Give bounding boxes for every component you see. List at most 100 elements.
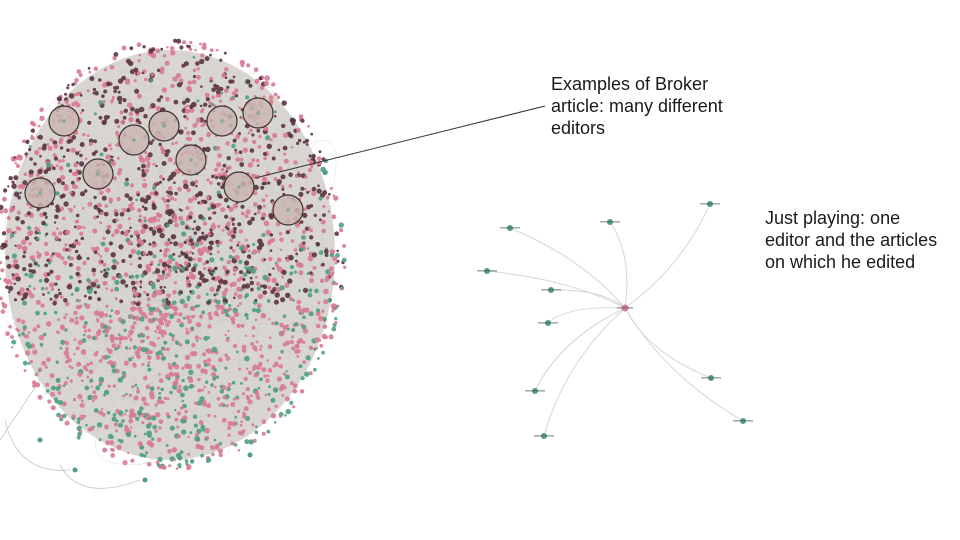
editor-node: [276, 266, 283, 272]
article-node: [53, 310, 58, 315]
network-edge: [52, 109, 189, 446]
editor-node: [69, 379, 73, 383]
editor-node: [240, 204, 245, 209]
editor-node: [157, 289, 163, 296]
editor-node: [317, 301, 321, 305]
editor-node: [42, 293, 45, 296]
editor-node: [189, 238, 193, 243]
editor-node: [216, 182, 221, 186]
article-node: [338, 222, 344, 228]
network-edge: [232, 309, 309, 347]
article-node: [55, 360, 59, 364]
network-edge: [86, 256, 209, 269]
editor-node: [207, 268, 211, 272]
editor-node: [233, 292, 238, 296]
editor-node: [146, 164, 150, 169]
article-node: [28, 284, 32, 288]
article-node: [314, 288, 319, 294]
editor-node: [311, 191, 317, 196]
editor-node: [262, 152, 267, 156]
network-edge: [132, 241, 332, 266]
editor-node: [334, 320, 338, 325]
editor-node: [166, 199, 170, 203]
editor-node: [55, 330, 59, 333]
article-node: [216, 375, 220, 379]
editor-node: [237, 449, 241, 452]
editor-node: [24, 236, 30, 241]
editor-node: [148, 251, 153, 256]
editor-node: [2, 196, 7, 202]
editor-node: [224, 333, 227, 337]
article-node: [245, 95, 250, 100]
editor-node: [260, 185, 265, 190]
editor-node: [289, 339, 294, 345]
editor-node: [14, 263, 20, 270]
editor-node: [152, 162, 156, 166]
editor-node: [319, 278, 325, 283]
editor-node: [29, 120, 35, 126]
editor-node: [24, 350, 31, 356]
article-node: [322, 169, 328, 175]
editor-node: [28, 242, 32, 246]
editor-node: [225, 338, 230, 342]
article-node: [213, 438, 217, 442]
editor-node: [296, 299, 302, 305]
article-node: [98, 376, 105, 383]
editor-node: [105, 304, 109, 308]
editor-node: [178, 343, 183, 347]
editor-node: [72, 398, 77, 402]
editor-node: [102, 447, 108, 453]
editor-node: [196, 363, 202, 369]
article-node: [282, 314, 287, 319]
editor-node: [284, 396, 290, 402]
editor-node: [243, 406, 249, 412]
editor-node: [10, 346, 14, 349]
editor-node: [312, 265, 317, 270]
editor-node: [220, 167, 225, 172]
editor-node: [219, 304, 225, 311]
editor-node: [172, 290, 177, 295]
editor-node: [25, 139, 30, 144]
network-edge: [96, 161, 134, 282]
editor-node: [69, 317, 75, 323]
article-node: [60, 339, 66, 345]
editor-node: [137, 59, 141, 63]
editor-node: [93, 290, 97, 294]
editor-node: [51, 252, 55, 256]
editor-node: [128, 418, 134, 424]
editor-node: [174, 191, 178, 196]
editor-node: [231, 248, 236, 253]
network-edge: [55, 132, 150, 396]
article-node: [248, 439, 254, 445]
editor-node: [141, 71, 145, 75]
editor-node: [114, 118, 120, 124]
article-node: [294, 322, 299, 327]
article-node: [216, 190, 221, 195]
editor-node: [233, 230, 237, 234]
editor-node: [34, 236, 37, 240]
article-node: [125, 409, 128, 413]
editor-node: [216, 224, 221, 229]
editor-node: [216, 275, 221, 281]
network-edge: [65, 229, 137, 368]
article-node: [74, 286, 80, 292]
editor-node: [265, 378, 270, 383]
editor-node: [28, 169, 34, 175]
editor-node: [304, 175, 308, 179]
editor-node: [78, 91, 82, 95]
editor-node: [25, 155, 28, 158]
editor-node: [307, 226, 311, 229]
article-node: [196, 99, 200, 103]
editor-node: [184, 126, 188, 130]
article-node: [145, 423, 151, 429]
editor-node: [74, 320, 80, 325]
editor-node: [119, 110, 124, 115]
editor-node: [303, 207, 307, 211]
editor-node: [215, 89, 221, 95]
article-node: [141, 346, 147, 353]
editor-node: [288, 254, 294, 261]
article-node: [142, 477, 148, 483]
editor-node: [227, 165, 232, 170]
article-node: [247, 265, 253, 272]
editor-node: [216, 397, 221, 401]
